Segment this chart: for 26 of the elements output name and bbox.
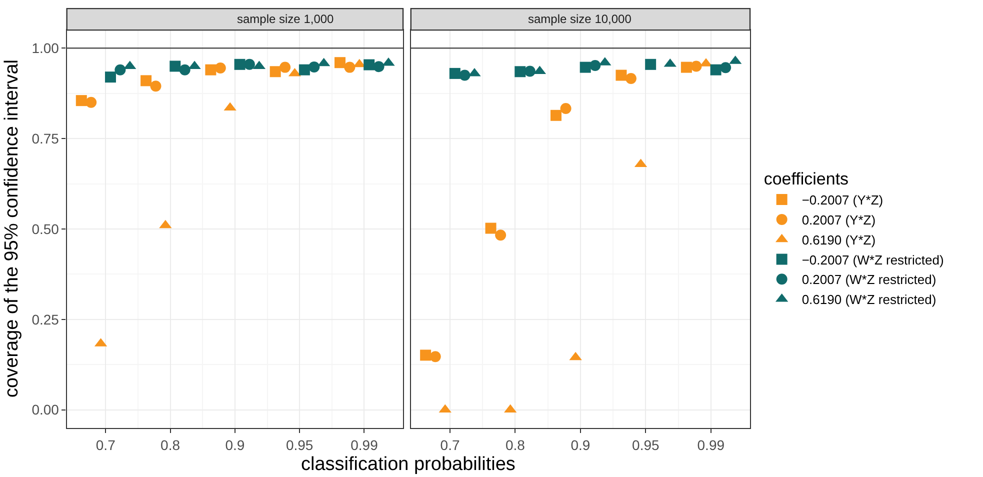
x-tick-label: 0.9 — [225, 436, 245, 453]
legend-label: −0.2007 (Y*Z) — [802, 192, 884, 208]
x-axis-title: classification probabilities — [301, 454, 516, 475]
x-tick-label: 0.7 — [96, 436, 116, 453]
x-tick-label: 0.95 — [286, 436, 314, 453]
x-tick-label: 0.7 — [440, 436, 460, 453]
x-tick-label: 0.99 — [697, 436, 725, 453]
y-tick-label: 0.00 — [32, 402, 60, 418]
legend-label: −0.2007 (W*Z restricted) — [802, 252, 944, 268]
legend-label: 0.6190 (Y*Z) — [802, 232, 876, 248]
x-tick-label: 0.95 — [632, 436, 660, 453]
y-axis-title: coverage of the 95% confidence interval — [2, 59, 23, 398]
y-tick-label: 0.75 — [32, 130, 60, 146]
y-tick-label: 0.25 — [32, 311, 60, 328]
legend-label: 0.6190 (W*Z restricted) — [802, 292, 936, 308]
y-tick-label: 0.50 — [32, 220, 60, 237]
x-tick-label: 0.8 — [160, 436, 180, 453]
legend-label: 0.2007 (W*Z restricted) — [802, 272, 936, 288]
x-tick-label: 0.99 — [350, 436, 378, 453]
chart-title: sample size 1,000 — [237, 12, 334, 26]
legend-label: 0.2007 (Y*Z) — [802, 212, 876, 228]
chart-title: sample size 10,000 — [528, 12, 632, 26]
x-tick-label: 0.8 — [506, 436, 526, 453]
legend-title: coefficients — [764, 170, 849, 189]
y-tick-label: 1.00 — [32, 40, 60, 56]
x-tick-label: 0.9 — [570, 436, 590, 453]
